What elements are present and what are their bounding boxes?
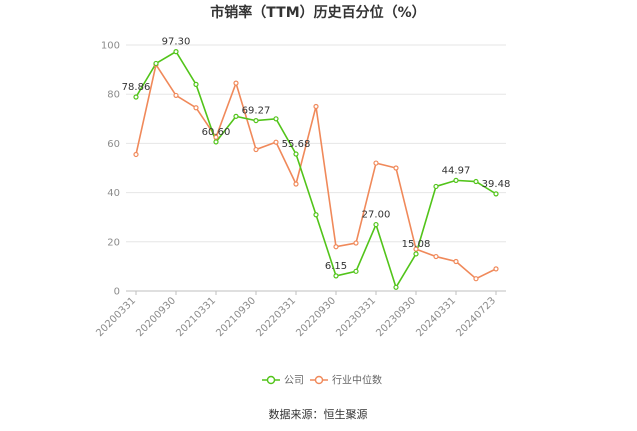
data-point — [233, 113, 239, 119]
x-tick-label: 20210930 — [214, 295, 258, 339]
x-tick-label: 20240331 — [414, 295, 458, 339]
data-point — [213, 139, 219, 145]
data-point — [213, 134, 219, 140]
data-point — [133, 94, 139, 100]
data-label: 97.30 — [162, 37, 191, 48]
source-note: 数据来源：恒生聚源 — [269, 407, 368, 421]
x-tick-label: 20220331 — [254, 295, 298, 339]
data-label: 6.15 — [325, 261, 347, 272]
legend-marker — [314, 375, 324, 385]
data-point — [493, 266, 499, 272]
data-point — [293, 181, 299, 187]
data-point — [333, 244, 339, 250]
y-tick-label: 40 — [107, 188, 120, 199]
data-point — [273, 139, 279, 145]
y-tick-label: 20 — [107, 237, 120, 248]
data-labels: 78.86 97.30 60.60 69.27 55.68 6.15 27.00 15.08 4… — [122, 37, 511, 272]
data-point — [413, 246, 419, 252]
chart-title: 市销率（TTM）历史百分位（%） — [210, 4, 425, 21]
y-tick-label: 100 — [101, 41, 120, 52]
data-point — [373, 221, 379, 228]
data-point — [473, 178, 479, 185]
data-point — [193, 81, 199, 87]
data-label: 55.68 — [282, 139, 311, 150]
data-label: 27.00 — [362, 210, 391, 221]
legend-marker — [266, 375, 276, 385]
x-tick-label: 20220930 — [294, 295, 338, 339]
data-label: 60.60 — [202, 127, 231, 138]
data-label: 15.08 — [402, 239, 431, 250]
data-point — [153, 60, 159, 67]
y-axis: 0 20 40 60 80 100 — [101, 41, 120, 298]
data-point — [453, 177, 459, 183]
data-point — [313, 212, 319, 218]
data-point — [173, 92, 179, 99]
data-point — [273, 116, 279, 122]
x-tick-label: 20230331 — [334, 295, 378, 339]
series-points — [133, 49, 499, 290]
y-tick-label: 80 — [107, 90, 120, 101]
legend-label: 行业中位数 — [332, 374, 382, 387]
x-tick-label: 20200331 — [94, 295, 138, 339]
data-point — [473, 276, 479, 282]
data-point — [313, 103, 319, 110]
data-point — [353, 268, 359, 274]
data-point — [453, 258, 459, 265]
data-point — [133, 151, 139, 158]
data-point — [393, 284, 399, 290]
y-tick-label: 60 — [107, 139, 120, 150]
x-axis: 2020033120200930202103312021093020220331… — [94, 290, 506, 339]
data-point — [233, 80, 239, 86]
legend-item-0[interactable]: 公司 — [262, 376, 304, 387]
x-tick-label: 20200930 — [134, 295, 178, 339]
x-tick-label: 20240723 — [454, 295, 498, 339]
data-label: 69.27 — [242, 106, 271, 117]
data-point — [433, 183, 439, 190]
data-point — [353, 240, 359, 246]
data-point — [253, 117, 259, 124]
data-point — [413, 251, 419, 257]
legend-item-1[interactable]: 行业中位数 — [310, 374, 382, 387]
data-point — [293, 151, 299, 157]
data-point — [433, 253, 439, 260]
x-tick-label: 20210331 — [174, 295, 218, 339]
legend[interactable]: 公司 行业中位数 — [262, 374, 382, 387]
data-point — [333, 273, 339, 279]
legend-label: 公司 — [284, 376, 304, 387]
y-tick-label: 0 — [114, 287, 120, 298]
data-point — [393, 165, 399, 171]
data-point — [373, 160, 379, 166]
data-point — [193, 105, 199, 111]
data-point — [253, 146, 259, 153]
data-point — [173, 49, 179, 55]
data-label: 39.48 — [482, 179, 511, 190]
data-point — [493, 191, 499, 197]
data-label: 44.97 — [442, 165, 471, 176]
data-label: 78.86 — [122, 82, 151, 93]
x-tick-label: 20230930 — [374, 295, 418, 339]
